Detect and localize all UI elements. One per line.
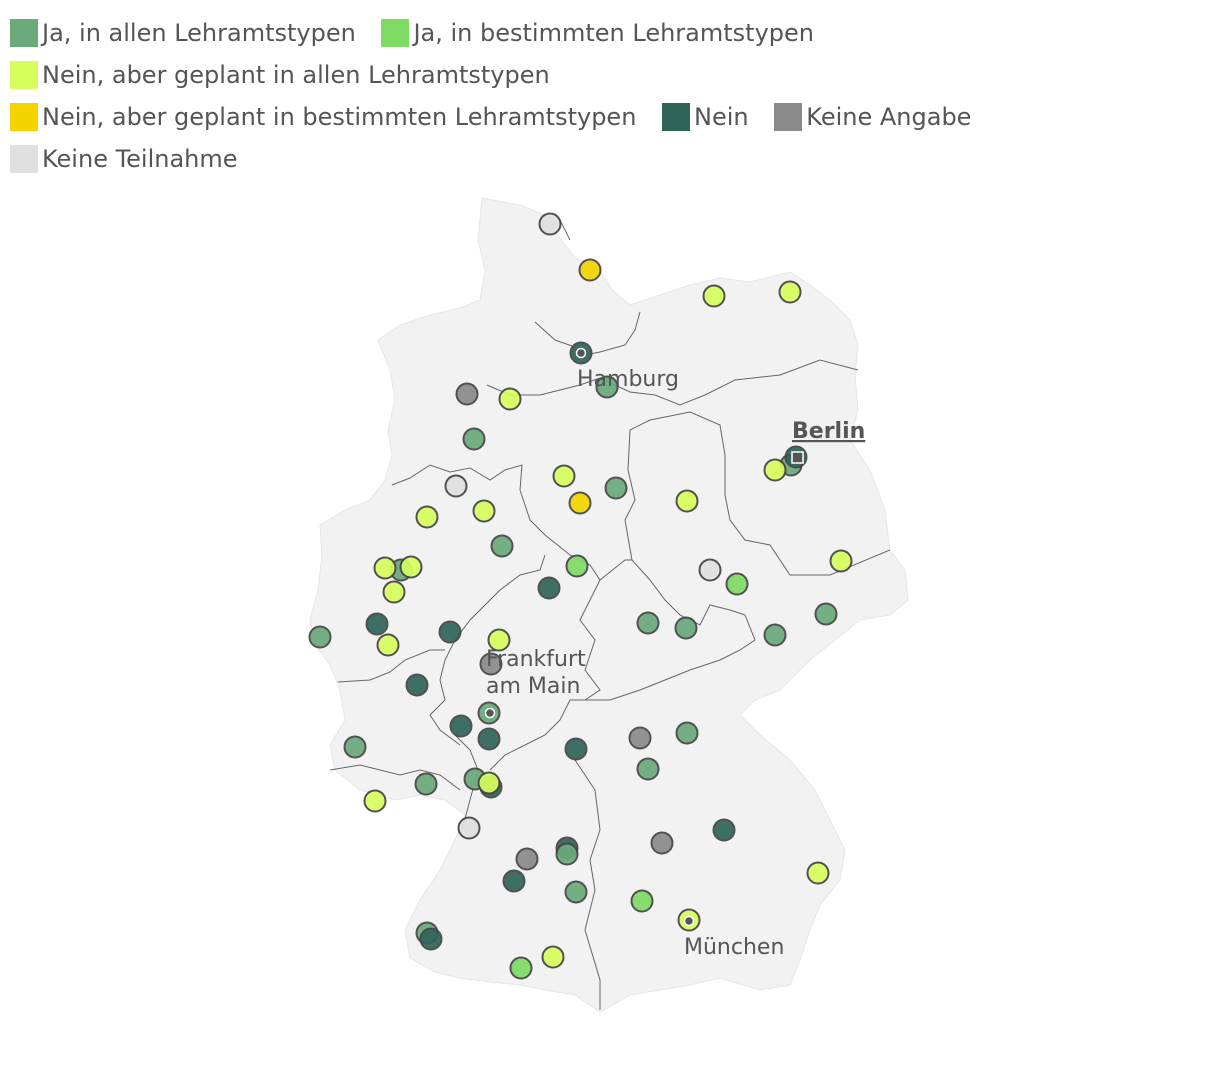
marker-keine-angabe[interactable]	[479, 652, 503, 676]
marker-geplant-alle[interactable]	[477, 771, 501, 795]
marker-ja-alle[interactable]	[763, 623, 787, 647]
legend-label: Nein, aber geplant in bestimmten Lehramt…	[42, 103, 637, 131]
marker-geplant-alle[interactable]	[373, 556, 397, 580]
marker-ja-alle[interactable]	[636, 757, 660, 781]
legend-swatch	[10, 103, 38, 131]
marker-nein[interactable]	[405, 673, 429, 697]
marker-ja-alle[interactable]	[604, 476, 628, 500]
marker-nein[interactable]	[419, 927, 443, 951]
state-borders	[329, 219, 891, 1010]
marker-keine-angabe[interactable]	[455, 382, 479, 406]
marker-ja-bestimmt[interactable]	[565, 554, 589, 578]
legend-item-keine-teilnahme[interactable]: Keine Teilnahme	[10, 138, 238, 180]
marker-ja-bestimmt[interactable]	[725, 572, 749, 596]
marker-geplant-alle[interactable]	[415, 505, 439, 529]
berlin-capital-marker	[791, 451, 804, 464]
legend-item-ja-bestimmt[interactable]: Ja, in bestimmten Lehramtstypen	[381, 12, 814, 54]
berlin-label: Berlin	[792, 419, 865, 444]
marker-keine-teilnahme[interactable]	[457, 816, 481, 840]
marker-ja-alle[interactable]	[414, 772, 438, 796]
marker-keine-teilnahme[interactable]	[538, 212, 562, 236]
marker-ja-alle[interactable]	[555, 842, 579, 866]
marker-ja-alle[interactable]	[636, 611, 660, 635]
marker-keine-angabe[interactable]	[515, 847, 539, 871]
marker-ja-alle[interactable]	[595, 375, 619, 399]
marker-ja-alle[interactable]	[490, 534, 514, 558]
marker-keine-teilnahme[interactable]	[444, 474, 468, 498]
marker-nein[interactable]	[449, 714, 473, 738]
marker-ja-alle[interactable]	[308, 625, 332, 649]
marker-nein[interactable]	[502, 869, 526, 893]
marker-geplant-alle[interactable]	[376, 633, 400, 657]
marker-geplant-alle[interactable]	[363, 789, 387, 813]
legend-item-geplant-bestimmt[interactable]: Nein, aber geplant in bestimmten Lehramt…	[10, 96, 636, 138]
legend-label: Keine Teilnahme	[42, 145, 238, 173]
marker-ja-alle[interactable]	[564, 880, 588, 904]
marker-nein[interactable]	[477, 727, 501, 751]
marker-ja-alle[interactable]	[814, 602, 838, 626]
marker-nein[interactable]	[712, 818, 736, 842]
hamburg-city-dot	[575, 347, 587, 359]
legend-swatch	[381, 19, 410, 47]
frankfurt-label-line1: Frankfurt	[486, 647, 586, 672]
marker-ja-bestimmt[interactable]	[509, 956, 533, 980]
legend-item-ja-alle[interactable]: Ja, in allen Lehramtstypen	[10, 12, 356, 54]
marker-geplant-alle[interactable]	[702, 284, 726, 308]
legend-swatch	[662, 103, 691, 131]
legend-item-keine-angabe[interactable]: Keine Angabe	[774, 96, 971, 138]
frankfurt-city-dot	[484, 707, 496, 719]
legend-swatch	[10, 145, 38, 173]
marker-nein[interactable]	[438, 620, 462, 644]
marker-geplant-alle[interactable]	[472, 499, 496, 523]
muenchen-label: München	[684, 935, 784, 960]
muenchen-city-dot	[683, 915, 695, 927]
legend: Ja, in allen Lehramtstypen Ja, in bestim…	[10, 12, 1210, 180]
marker-geplant-alle[interactable]	[382, 580, 406, 604]
marker-keine-teilnahme[interactable]	[698, 558, 722, 582]
legend-label: Nein	[694, 103, 749, 131]
marker-geplant-bestimmt[interactable]	[578, 258, 602, 282]
marker-nein[interactable]	[537, 576, 561, 600]
marker-ja-alle[interactable]	[462, 427, 486, 451]
legend-label: Nein, aber geplant in allen Lehramtstype…	[42, 61, 550, 89]
marker-nein[interactable]	[365, 612, 389, 636]
marker-keine-angabe[interactable]	[628, 726, 652, 750]
legend-swatch	[774, 103, 803, 131]
marker-geplant-alle[interactable]	[487, 628, 511, 652]
germany-outline	[309, 197, 909, 1013]
hamburg-label: Hamburg	[577, 367, 679, 392]
marker-geplant-alle[interactable]	[675, 489, 699, 513]
marker-ja-alle[interactable]	[343, 735, 367, 759]
marker-geplant-alle[interactable]	[552, 464, 576, 488]
legend-item-geplant-alle[interactable]: Nein, aber geplant in allen Lehramtstype…	[10, 54, 550, 96]
city-dots	[484, 347, 804, 927]
marker-geplant-alle[interactable]	[498, 387, 522, 411]
marker-ja-bestimmt[interactable]	[630, 889, 654, 913]
legend-swatch	[10, 61, 38, 89]
marker-geplant-alle[interactable]	[829, 549, 853, 573]
legend-swatch	[10, 19, 38, 47]
marker-ja-alle[interactable]	[675, 721, 699, 745]
marker-geplant-alle[interactable]	[399, 555, 423, 579]
frankfurt-label-line2: am Main	[486, 674, 580, 699]
legend-item-nein[interactable]: Nein	[662, 96, 749, 138]
marker-geplant-alle[interactable]	[541, 945, 565, 969]
marker-geplant-alle[interactable]	[763, 458, 787, 482]
map-markers	[308, 212, 853, 980]
marker-geplant-bestimmt[interactable]	[568, 491, 592, 515]
city-labels: Hamburg Berlin Frankfurt am Main München	[486, 367, 865, 960]
legend-label: Ja, in bestimmten Lehramtstypen	[413, 19, 814, 47]
marker-ja-alle[interactable]	[674, 616, 698, 640]
marker-geplant-alle[interactable]	[806, 861, 830, 885]
legend-label: Ja, in allen Lehramtstypen	[42, 19, 356, 47]
marker-keine-angabe[interactable]	[650, 831, 674, 855]
marker-geplant-alle[interactable]	[778, 280, 802, 304]
marker-nein[interactable]	[564, 737, 588, 761]
legend-label: Keine Angabe	[806, 103, 972, 131]
